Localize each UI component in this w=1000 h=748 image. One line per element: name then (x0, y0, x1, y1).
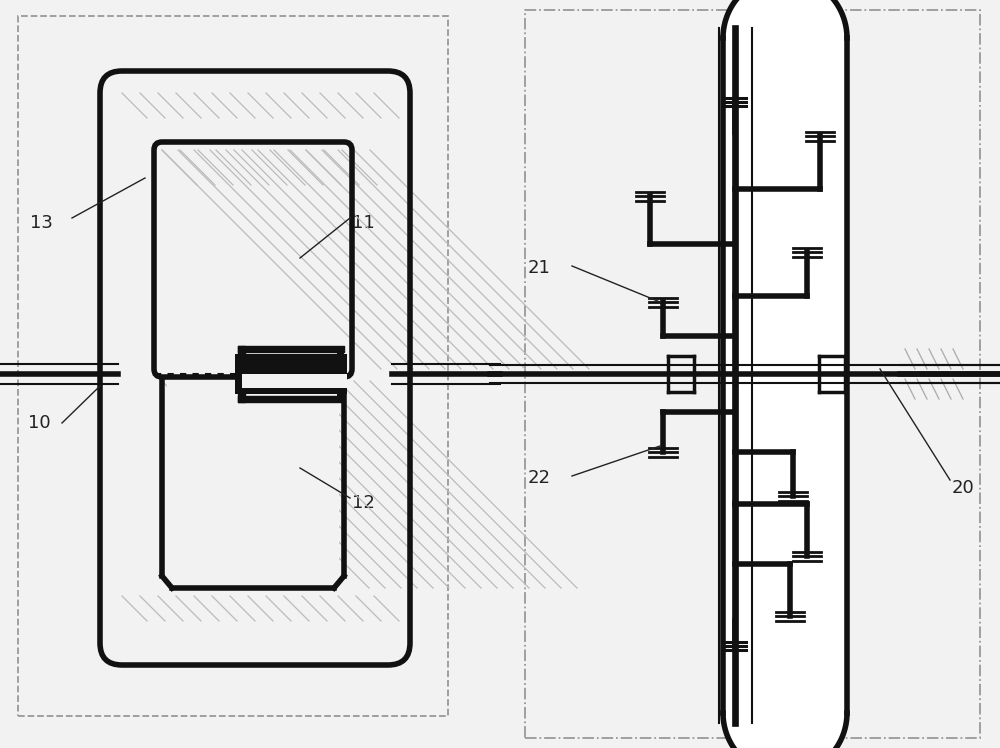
Bar (18, 16, 448, 716)
Bar (162, 381, 345, 588)
Bar (242, 374, 347, 388)
Polygon shape (723, 713, 847, 748)
Bar (18, 16, 448, 716)
Text: 10: 10 (28, 414, 51, 432)
Text: 12: 12 (352, 494, 375, 512)
Bar (235, 354, 242, 394)
Bar (337, 349, 344, 399)
Text: 11: 11 (352, 214, 375, 232)
Bar (235, 354, 347, 374)
Bar (162, 150, 345, 369)
Bar (167, 379, 339, 583)
Text: 22: 22 (528, 469, 551, 487)
Text: 21: 21 (528, 259, 551, 277)
Bar (235, 374, 347, 394)
Text: 20: 20 (952, 479, 975, 497)
Bar (525, 10, 980, 738)
Polygon shape (723, 0, 847, 38)
Bar (723, 38, 847, 713)
Text: 13: 13 (30, 214, 53, 232)
